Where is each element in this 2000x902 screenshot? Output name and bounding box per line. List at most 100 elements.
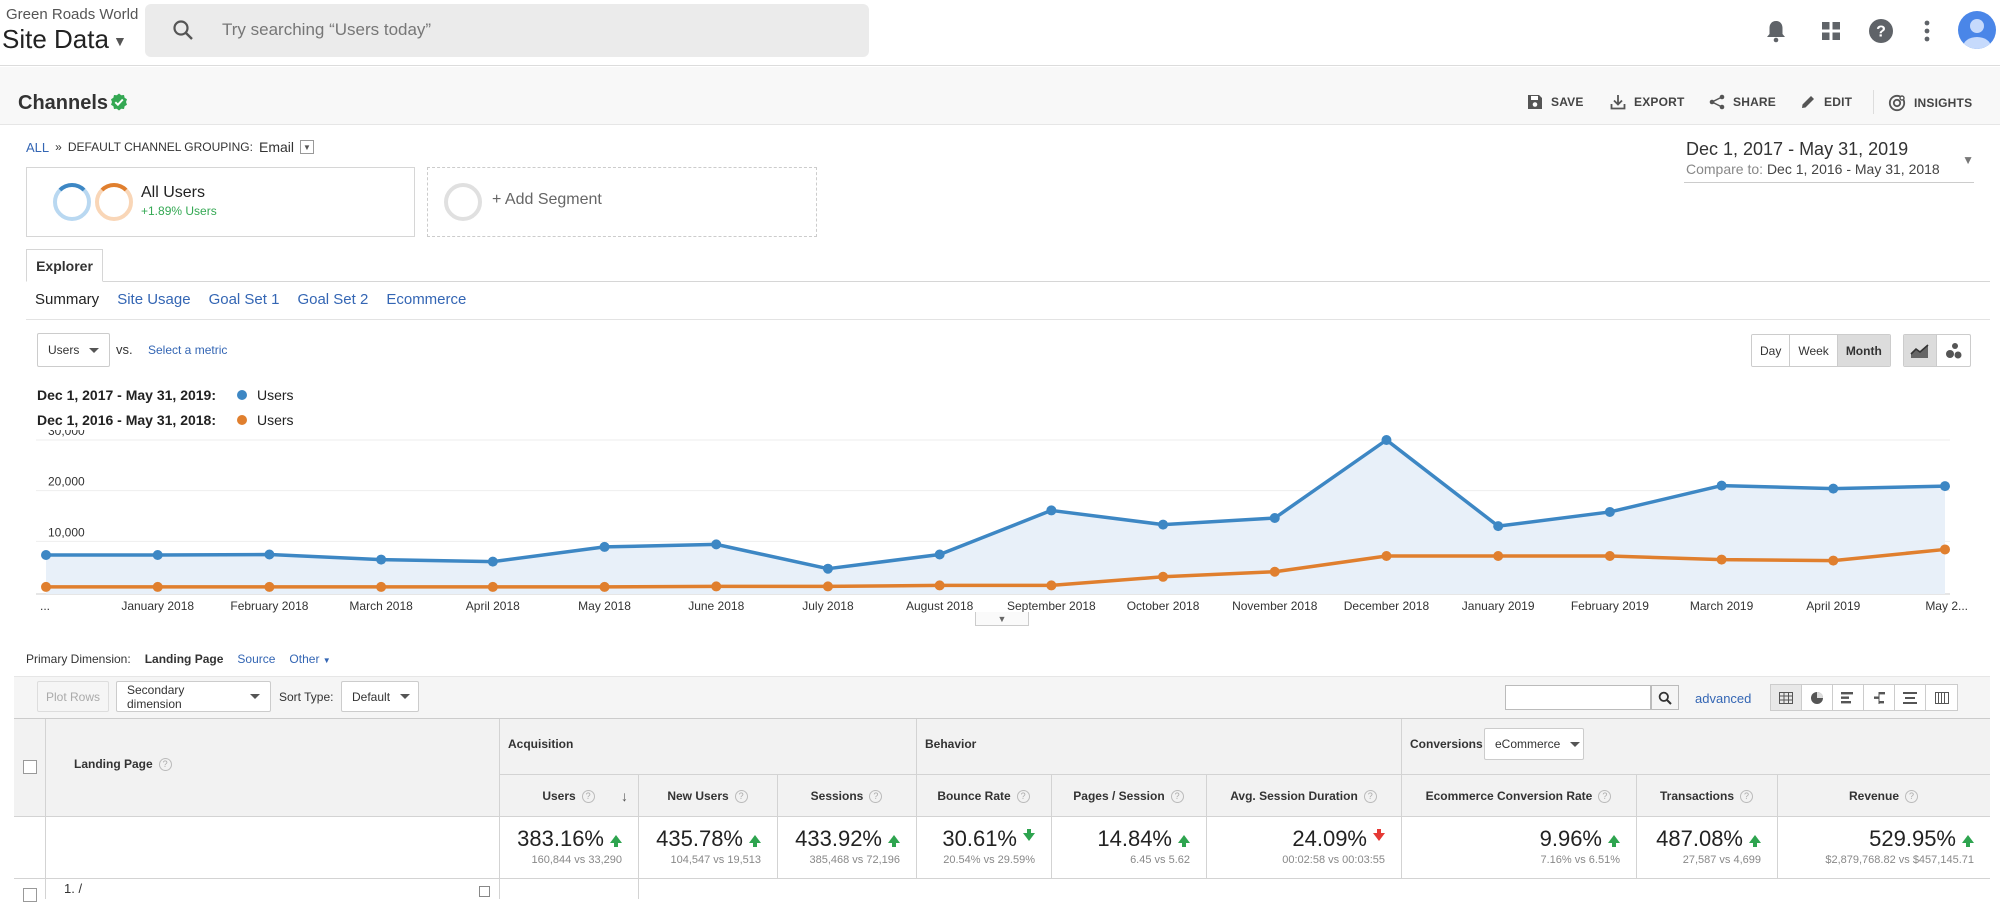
- data-point-s0-10: [1158, 519, 1169, 530]
- x-tick-label: May 2...: [1925, 599, 1968, 613]
- more-vert-icon[interactable]: [1912, 16, 1942, 46]
- col-pages-session[interactable]: Pages / Session?: [1051, 789, 1206, 803]
- motion-chart-icon[interactable]: [1937, 335, 1970, 366]
- user-avatar[interactable]: [1958, 11, 1996, 49]
- term-cloud-view-icon[interactable]: [1895, 685, 1926, 710]
- col-bounce-rate-label: Bounce Rate: [937, 789, 1011, 803]
- help-icon[interactable]: ?: [581, 789, 595, 803]
- dimension-other[interactable]: Other ▼: [289, 652, 330, 666]
- help-icon[interactable]: ?: [869, 789, 883, 803]
- granularity-week-button[interactable]: Week: [1790, 335, 1838, 366]
- notifications-bell-icon[interactable]: [1761, 16, 1791, 46]
- col-new-users[interactable]: New Users?: [638, 789, 777, 803]
- x-tick-label: March 2019: [1690, 599, 1754, 613]
- col-transactions[interactable]: Transactions?: [1636, 789, 1777, 803]
- dimension-landing-page[interactable]: Landing Page: [144, 652, 224, 666]
- table-search-button[interactable]: [1651, 685, 1679, 710]
- data-point-s0-8: [934, 549, 945, 560]
- data-point-s1-11: [1269, 566, 1280, 577]
- col-sessions[interactable]: Sessions?: [777, 789, 916, 803]
- help-icon[interactable]: ?: [1598, 789, 1612, 803]
- data-point-s1-5: [599, 581, 610, 592]
- subtab-site-usage[interactable]: Site Usage: [117, 291, 191, 308]
- row-action-icon[interactable]: [479, 886, 490, 897]
- metric-select[interactable]: Users: [37, 333, 110, 367]
- search-icon: [1658, 691, 1672, 705]
- help-icon[interactable]: ?: [1740, 789, 1754, 803]
- segment-all-users[interactable]: All Users +1.89% Users: [26, 167, 415, 237]
- total-bounce-rate-change: 30.61%: [942, 826, 1017, 851]
- page-header: [0, 67, 2000, 125]
- conversion-type-select[interactable]: eCommerce: [1484, 728, 1584, 760]
- total-bounce-rate-compare: 20.54% vs 29.59%: [943, 854, 1035, 866]
- compare-label: Compare to:: [1686, 161, 1764, 177]
- advanced-filter-link[interactable]: advanced: [1695, 691, 1752, 706]
- col-ecommerce-conversion-rate[interactable]: Ecommerce Conversion Rate?: [1401, 789, 1636, 803]
- legend-current-range: Dec 1, 2017 - May 31, 2019:: [37, 387, 217, 403]
- account-name[interactable]: Green Roads World: [6, 6, 139, 23]
- sort-arrow-icon[interactable]: ↓: [621, 788, 628, 804]
- help-icon[interactable]: ?: [734, 789, 748, 803]
- table-search-input[interactable]: [1505, 685, 1651, 710]
- help-icon[interactable]: ?: [1866, 16, 1896, 46]
- subtab-ecommerce[interactable]: Ecommerce: [386, 291, 467, 308]
- subtab-goal-set-1[interactable]: Goal Set 1: [208, 291, 280, 308]
- breadcrumb-all-link[interactable]: ALL: [26, 139, 50, 155]
- granularity-toggle: Day Week Month: [1751, 334, 1891, 367]
- search-bar[interactable]: [145, 4, 869, 57]
- property-selector[interactable]: Site Data ▼: [2, 24, 127, 55]
- share-button[interactable]: SHARE: [1709, 94, 1776, 110]
- sort-type-select[interactable]: Default: [341, 681, 419, 712]
- help-icon[interactable]: ?: [158, 757, 172, 771]
- chart-resize-handle[interactable]: ▼: [975, 612, 1029, 626]
- segment-name: All Users: [141, 184, 206, 201]
- col-revenue[interactable]: Revenue?: [1777, 789, 1990, 803]
- col-bounce-rate[interactable]: Bounce Rate?: [916, 789, 1051, 803]
- add-segment-button[interactable]: + Add Segment: [427, 167, 817, 237]
- select-all-checkbox[interactable]: [23, 760, 37, 774]
- select-metric-link[interactable]: Select a metric: [148, 343, 228, 357]
- comparison-view-icon[interactable]: [1864, 685, 1895, 710]
- dropdown-caret-icon: [1570, 741, 1581, 747]
- bar-view-icon[interactable]: [1833, 685, 1864, 710]
- data-point-s0-1: [152, 550, 163, 561]
- subtab-summary[interactable]: Summary: [35, 291, 100, 308]
- save-button[interactable]: SAVE: [1527, 94, 1584, 110]
- line-chart-icon[interactable]: [1904, 335, 1937, 366]
- help-icon[interactable]: ?: [1905, 789, 1919, 803]
- x-tick-label: June 2018: [688, 599, 744, 613]
- dimension-source[interactable]: Source: [237, 652, 276, 666]
- insights-button[interactable]: INSIGHTS: [1888, 94, 1972, 112]
- x-tick-label: February 2018: [230, 599, 308, 613]
- apps-grid-icon[interactable]: [1816, 16, 1846, 46]
- data-point-s0-0: [41, 550, 51, 561]
- export-button[interactable]: EXPORT: [1610, 94, 1685, 110]
- col-landing-page[interactable]: Landing Page?: [74, 757, 172, 771]
- col-users[interactable]: Users? ↓: [499, 788, 638, 804]
- first-row-label[interactable]: 1. /: [64, 881, 83, 896]
- grouping-dropdown-icon[interactable]: ▼: [300, 140, 314, 154]
- up-arrow-icon: [888, 835, 900, 847]
- help-icon[interactable]: ?: [1016, 789, 1030, 803]
- plot-rows-button[interactable]: Plot Rows: [37, 681, 109, 712]
- tab-explorer[interactable]: Explorer: [26, 249, 103, 282]
- subtab-goal-set-2[interactable]: Goal Set 2: [297, 291, 369, 308]
- edit-button[interactable]: EDIT: [1800, 94, 1852, 110]
- table-view-icon[interactable]: [1771, 685, 1802, 710]
- pie-view-icon[interactable]: [1802, 685, 1833, 710]
- total-pages-session-change: 14.84%: [1097, 826, 1172, 851]
- granularity-month-button[interactable]: Month: [1837, 335, 1890, 366]
- row-checkbox[interactable]: [23, 888, 37, 902]
- date-range-picker[interactable]: Dec 1, 2017 - May 31, 2019 Compare to: D…: [1684, 139, 1974, 183]
- search-input[interactable]: [220, 14, 820, 46]
- pivot-view-icon[interactable]: [1926, 685, 1957, 710]
- data-point-s0-15: [1716, 480, 1727, 491]
- toolbar-divider: [1873, 90, 1874, 114]
- secondary-dimension-select[interactable]: Secondary dimension: [116, 681, 271, 712]
- help-icon[interactable]: ?: [1170, 789, 1184, 803]
- x-tick-label: September 2018: [1007, 599, 1096, 613]
- granularity-day-button[interactable]: Day: [1752, 335, 1791, 366]
- help-icon[interactable]: ?: [1363, 789, 1377, 803]
- save-label: SAVE: [1551, 95, 1584, 109]
- col-avg-session-duration[interactable]: Avg. Session Duration?: [1206, 789, 1401, 803]
